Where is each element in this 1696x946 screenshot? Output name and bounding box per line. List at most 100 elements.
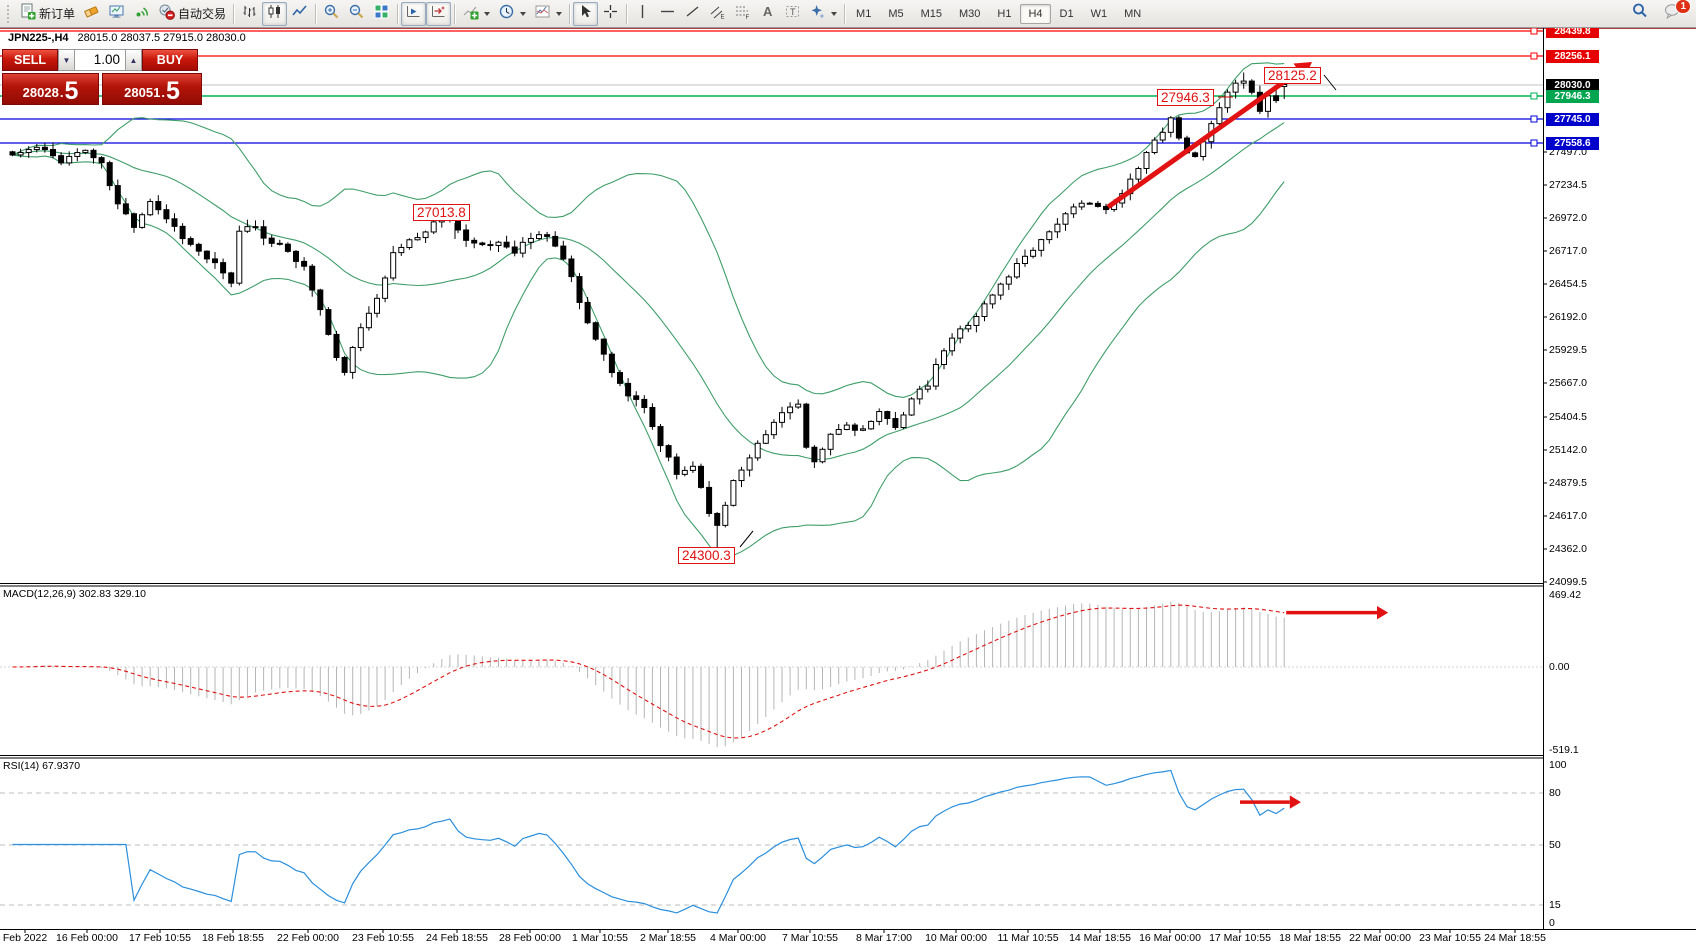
toolbar-grip[interactable] [7, 4, 12, 23]
periods-button[interactable] [494, 2, 530, 26]
chart-window-button[interactable] [104, 2, 129, 26]
zoom-in-button[interactable] [319, 2, 344, 26]
vertical-line-icon [634, 3, 651, 25]
sell-button[interactable]: SELL [2, 49, 58, 71]
add-indicator-button[interactable] [458, 2, 494, 26]
sell-price-display[interactable]: 28028. 5 [2, 73, 99, 105]
chart-canvas[interactable] [0, 28, 1696, 946]
signal-button[interactable] [129, 2, 154, 26]
time-axis-label: 23 Feb 10:55 [352, 932, 414, 944]
volume-input[interactable]: 1.00 [75, 49, 125, 71]
arrows-button[interactable] [805, 2, 841, 26]
timeframe-group: M1 M5 M15 M30 H1 H4 D1 W1 MN [848, 3, 1149, 24]
time-axis-label: 2 Mar 18:55 [639, 932, 697, 944]
timeframe-m5[interactable]: M5 [888, 7, 904, 20]
candlestick-chart-icon [266, 3, 283, 25]
toolbar-separator [233, 3, 235, 24]
timeframe-m30[interactable]: M30 [959, 7, 981, 20]
crosshair-button[interactable] [598, 2, 623, 26]
price-tick-label: 26192.0 [1549, 311, 1587, 323]
buy-price-main: 28051 [124, 85, 161, 100]
horizontal-line-icon [659, 3, 676, 25]
price-badge: 27558.6 [1546, 137, 1599, 150]
equidistant-channel-button[interactable]: E [705, 2, 730, 26]
tile-windows-icon [373, 3, 390, 25]
vertical-line-button[interactable] [630, 2, 655, 26]
price-tick-label: 26717.0 [1549, 245, 1587, 257]
cursor-button[interactable] [573, 1, 599, 26]
price-annotation[interactable]: 27013.8 [413, 204, 470, 221]
zoom-out-icon [348, 3, 365, 25]
timeframe-h4[interactable]: H4 [1020, 3, 1051, 24]
zoom-out-button[interactable] [344, 2, 369, 26]
new-order-button[interactable]: 新订单 [15, 2, 79, 26]
volume-increase-button[interactable]: ▲ [125, 49, 142, 71]
time-axis-label: 22 Feb 00:00 [277, 932, 339, 944]
arrows-icon [809, 3, 826, 25]
auto-trading-button[interactable]: 自动交易 [154, 2, 230, 26]
bar-chart-button[interactable] [237, 2, 262, 26]
chart-shift-button[interactable] [426, 1, 452, 26]
chart-window: JPN225-,H4 28015.0 28037.5 27915.0 28030… [0, 28, 1696, 946]
templates-icon [534, 3, 551, 25]
price-tick-label: 27234.5 [1549, 179, 1587, 191]
rsi-scale-label: 0 [1549, 917, 1555, 929]
timeframe-mn[interactable]: MN [1124, 7, 1142, 20]
chart-title: JPN225-,H4 28015.0 28037.5 27915.0 28030… [8, 32, 246, 44]
line-chart-icon [291, 3, 308, 25]
price-tick-label: 24362.0 [1549, 543, 1587, 555]
line-chart-button[interactable] [287, 2, 312, 26]
text-label-button[interactable]: T [780, 2, 805, 26]
price-badge: 28439.8 [1546, 28, 1599, 38]
rsi-indicator-label: RSI(14) 67.9370 [3, 760, 81, 772]
chevron-down-icon [831, 11, 838, 16]
timeframe-h1[interactable]: H1 [997, 7, 1012, 20]
cursor-icon [577, 3, 594, 25]
volume-decrease-button[interactable]: ▼ [58, 49, 75, 71]
templates-button[interactable] [530, 2, 566, 26]
search-button[interactable] [1627, 2, 1653, 26]
notifications-icon [1663, 2, 1682, 25]
notifications-button[interactable]: 1 [1659, 0, 1691, 26]
ohlc-values: 28015.0 28037.5 27915.0 28030.0 [77, 32, 246, 44]
candlestick-chart-button[interactable] [262, 1, 288, 26]
rsi-scale-label: 50 [1549, 839, 1561, 851]
auto-trading-icon [158, 3, 175, 25]
timeframe-w1[interactable]: W1 [1090, 7, 1108, 20]
chevron-down-icon [556, 11, 563, 16]
text-label-icon: T [784, 3, 801, 25]
equidistant-channel-icon: E [709, 3, 726, 25]
price-annotation[interactable]: 28125.2 [1264, 67, 1321, 84]
toolbar-separator [315, 3, 317, 24]
eraser-button[interactable] [79, 2, 104, 26]
notification-count-badge: 1 [1675, 0, 1691, 14]
price-annotation[interactable]: 27946.3 [1157, 89, 1214, 106]
search-icon [1631, 2, 1649, 25]
macd-scale-label: 0.00 [1549, 661, 1570, 673]
timeframe-m1[interactable]: M1 [856, 7, 872, 20]
sell-price-pips: 5 [64, 77, 79, 105]
chart-shift-icon [430, 3, 447, 25]
timeframe-m15[interactable]: M15 [920, 7, 942, 20]
trendline-button[interactable] [680, 2, 705, 26]
fibonacci-button[interactable]: F [730, 2, 755, 26]
horizontal-line-button[interactable] [655, 2, 680, 26]
price-tick-label: 25929.5 [1549, 344, 1587, 356]
buy-price-display[interactable]: 28051. 5 [102, 73, 202, 105]
buy-button[interactable]: BUY [142, 49, 198, 71]
toolbar-separator [844, 3, 846, 24]
sell-price-main: 28028 [22, 85, 59, 100]
text-button[interactable]: A [755, 2, 780, 26]
chart-window-icon [108, 3, 125, 25]
time-axis-label: Feb 2022 [2, 932, 48, 944]
tile-windows-button[interactable] [369, 2, 394, 26]
price-badge: 28030.0 [1546, 79, 1599, 92]
price-annotation[interactable]: 24300.3 [678, 547, 735, 564]
timeframe-d1[interactable]: D1 [1059, 7, 1074, 20]
toolbar-separator [569, 3, 571, 24]
toolbar-right: 1 [1627, 0, 1692, 26]
time-axis-label: 18 Mar 18:55 [1279, 932, 1341, 944]
auto-scroll-button[interactable] [401, 1, 427, 26]
trendline-icon [684, 3, 701, 25]
